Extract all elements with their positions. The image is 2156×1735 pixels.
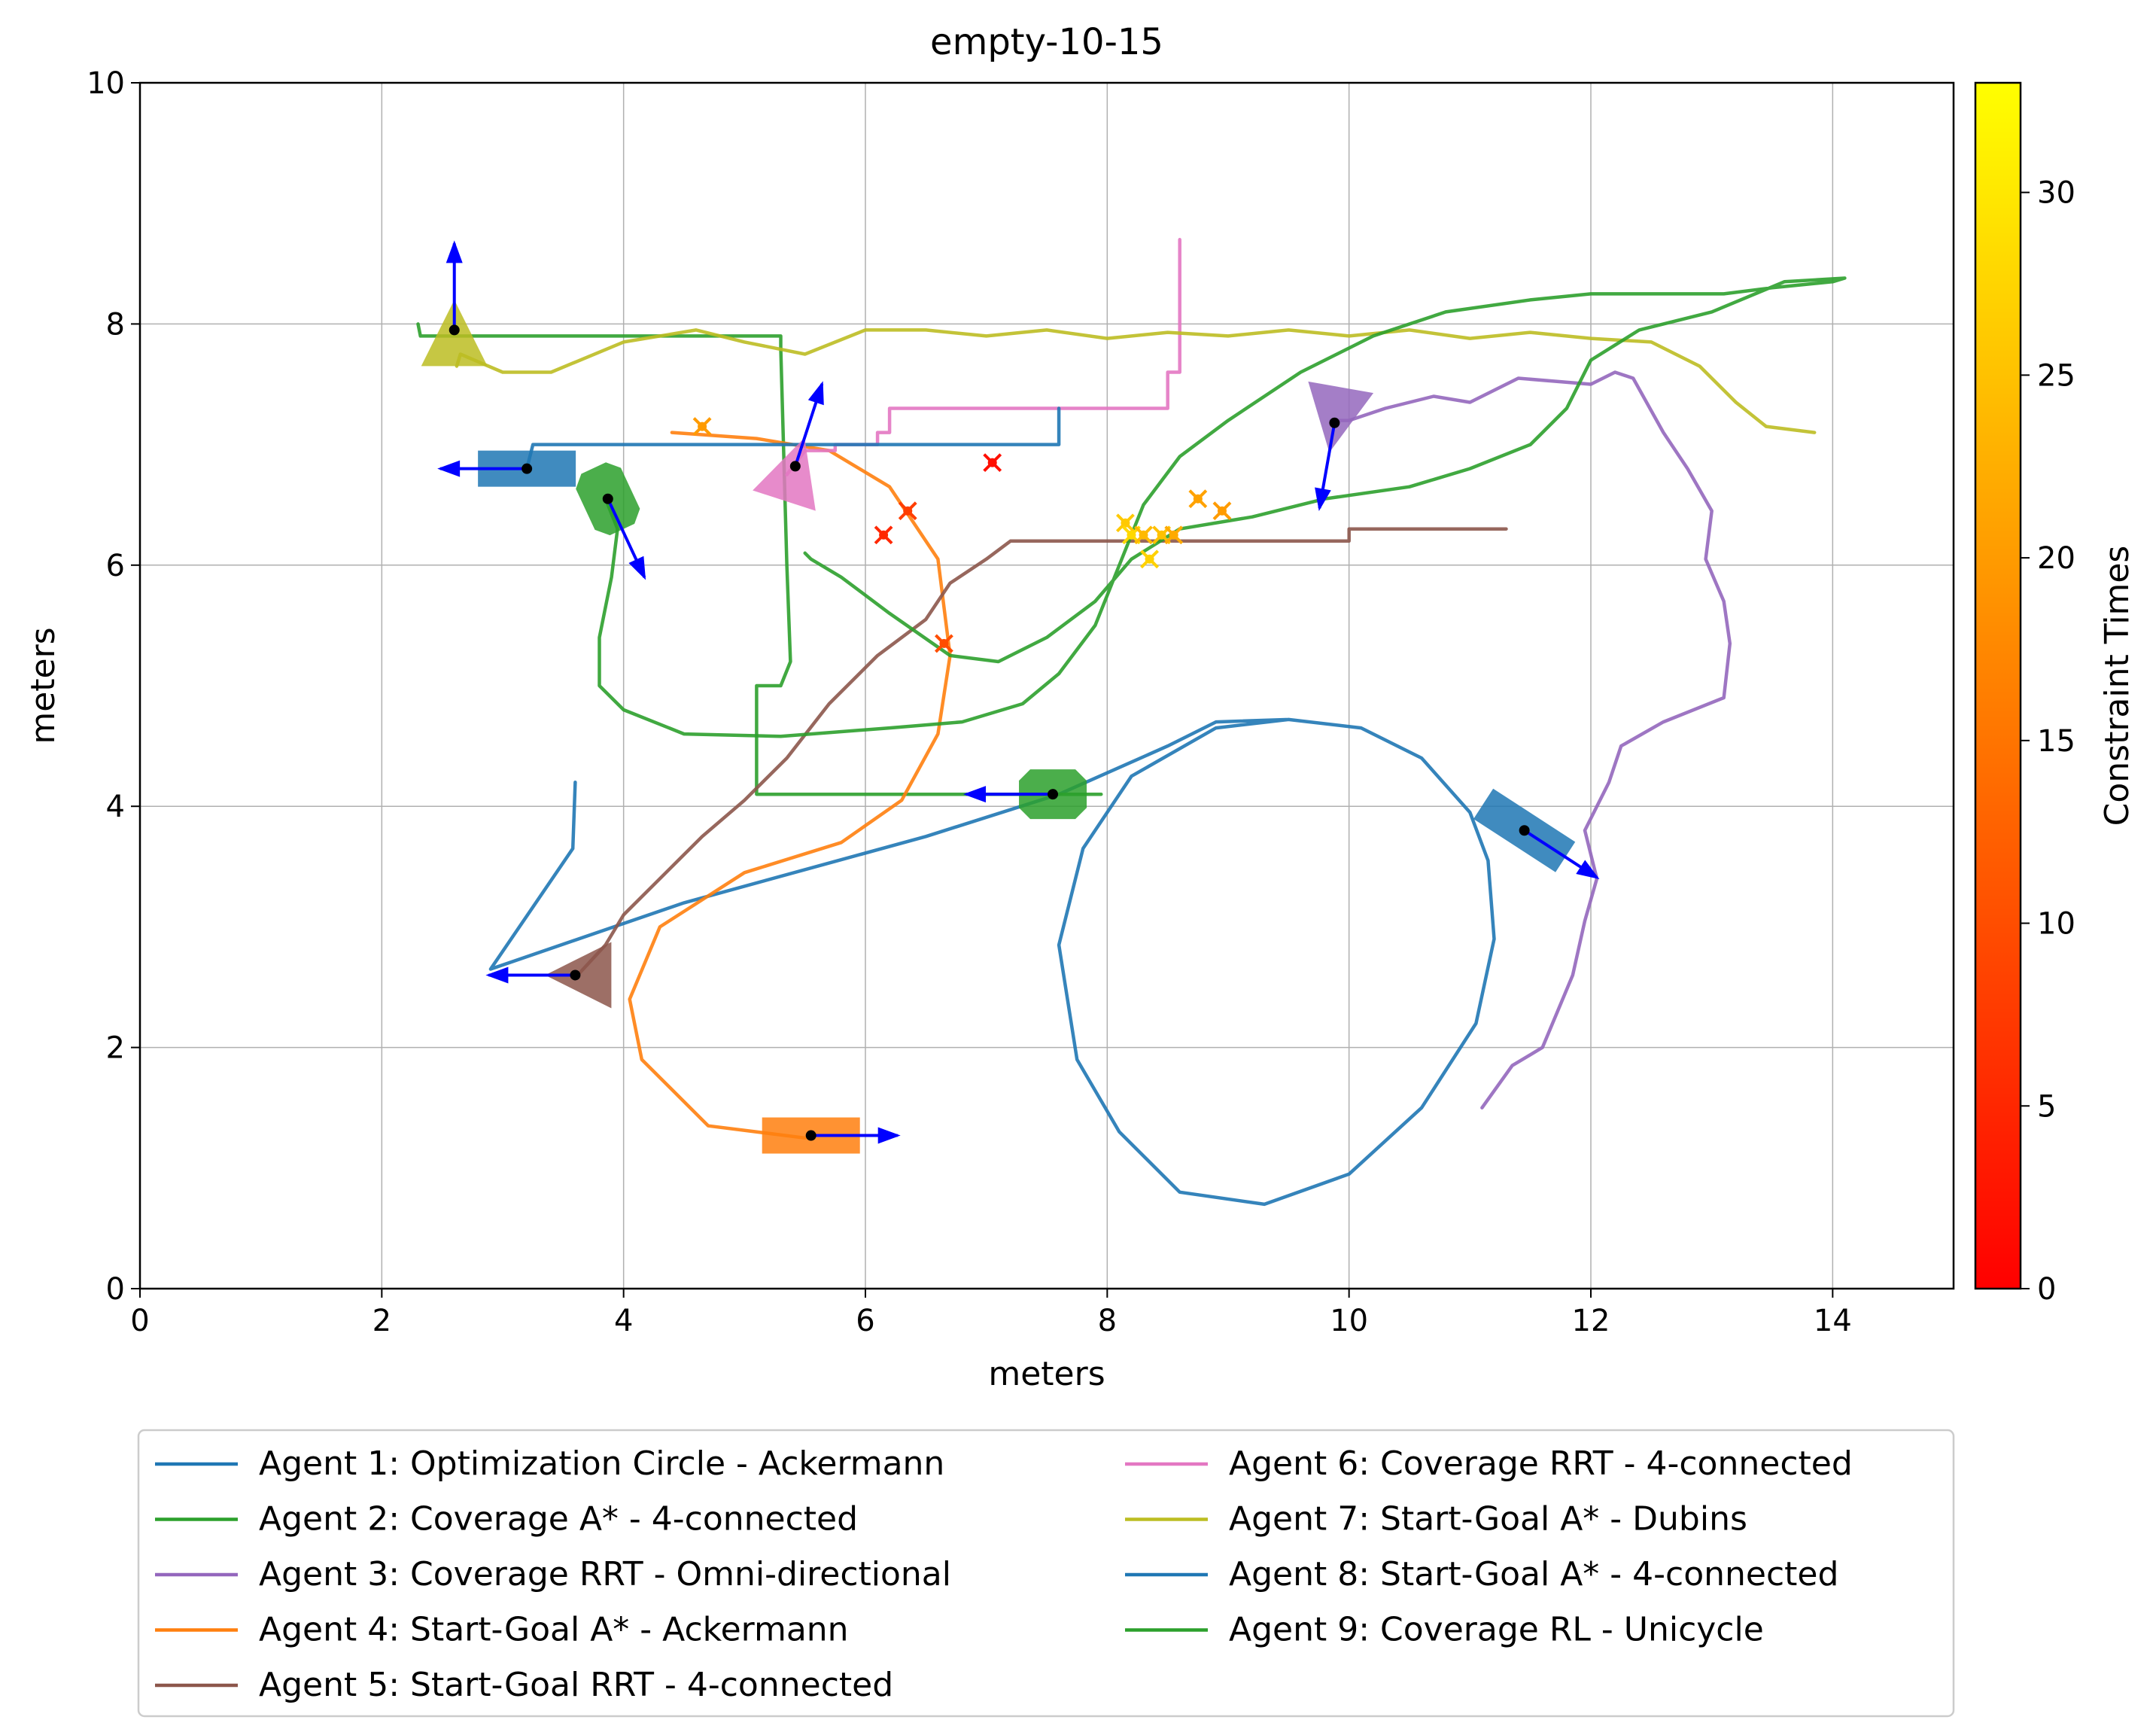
legend-item-agent-8: Agent 8: Start-Goal A* - 4-connected	[1125, 1555, 1838, 1593]
legend-label: Agent 1: Optimization Circle - Ackermann	[259, 1444, 944, 1483]
heading-arrowhead	[1576, 860, 1600, 880]
heading-arrowhead	[1315, 487, 1331, 511]
vehicle-position-dot	[522, 463, 533, 474]
legend-label: Agent 3: Coverage RRT - Omni-directional	[259, 1555, 951, 1593]
x-tick-label: 4	[614, 1304, 633, 1338]
constraint-marker	[1212, 501, 1232, 521]
y-axis-label: meters	[24, 627, 62, 744]
x-tick-label: 8	[1098, 1304, 1117, 1338]
legend-label: Agent 5: Start-Goal RRT - 4-connected	[259, 1666, 893, 1704]
y-tick-label: 4	[106, 790, 125, 824]
legend-item-agent-5: Agent 5: Start-Goal RRT - 4-connected	[155, 1666, 893, 1704]
vehicle-agent-8	[1473, 788, 1600, 880]
colorbar-label: Constraint Times	[2098, 546, 2136, 826]
legend-item-agent-1: Agent 1: Optimization Circle - Ackermann	[155, 1444, 944, 1483]
vehicle-agent-4	[762, 1117, 901, 1154]
series-line-agent-3	[1329, 370, 1732, 1109]
x-tick-label: 10	[1330, 1304, 1368, 1338]
vehicle-position-dot	[805, 1130, 816, 1141]
colorbar	[1974, 81, 2022, 1290]
x-tick-label: 6	[856, 1304, 874, 1338]
legend-item-agent-2: Agent 2: Coverage A* - 4-connected	[155, 1500, 858, 1539]
vehicle-agent-9	[576, 462, 646, 580]
constraint-marker	[1164, 525, 1184, 545]
colorbar-tick-label: 5	[2037, 1089, 2056, 1124]
series-line-agent-7	[455, 328, 1817, 434]
legend-label: Agent 6: Coverage RRT - 4-connected	[1229, 1444, 1853, 1483]
colorbar-tick-label: 25	[2037, 358, 2075, 393]
colorbar-tick-label: 10	[2037, 907, 2075, 942]
heading-arrowhead	[963, 786, 987, 803]
constraints-layer	[692, 417, 1232, 653]
y-tick-label: 10	[87, 66, 125, 101]
y-tick-label: 2	[106, 1031, 125, 1066]
vehicle-agent-7	[421, 240, 488, 367]
x-axis-label: meters	[988, 1355, 1105, 1393]
legend-box	[137, 1429, 1955, 1718]
legend-label: Agent 8: Start-Goal A* - 4-connected	[1229, 1555, 1838, 1593]
constraint-marker	[1134, 525, 1153, 545]
heading-arrowhead	[445, 240, 463, 263]
heading-arrowhead	[628, 556, 646, 580]
colorbar-tick-label: 20	[2037, 541, 2075, 576]
vehicle-position-dot	[1329, 417, 1340, 428]
vehicle-agent-2	[963, 769, 1087, 820]
colorbar-tick-label: 30	[2037, 176, 2075, 211]
chart-title: empty-10-15	[930, 21, 1163, 63]
series-line-agent-6	[785, 238, 1181, 476]
legend-label: Agent 7: Start-Goal A* - Dubins	[1229, 1500, 1747, 1539]
constraint-marker	[1188, 489, 1208, 509]
vehicle-position-dot	[449, 324, 460, 336]
vehicle-agent-6	[753, 381, 824, 511]
vehicle-position-dot	[570, 969, 581, 981]
x-tick-label: 0	[130, 1304, 149, 1338]
vehicle-position-dot	[602, 493, 613, 504]
series-line-agent-1	[488, 717, 1496, 1207]
colorbar-tick-label: 15	[2037, 724, 2075, 759]
axis-ticks: 0 2 4 6 8 10 12 14 0 2 4 6 8 10	[87, 66, 1852, 1338]
vehicle-position-dot	[1048, 789, 1059, 800]
vehicle-agent-1	[437, 450, 576, 487]
constraint-marker	[692, 417, 712, 436]
vehicle-position-dot	[1519, 825, 1530, 836]
series-layer	[416, 238, 1847, 1207]
y-tick-label: 8	[106, 307, 125, 342]
constraint-marker	[1116, 513, 1135, 533]
legend-item-agent-9: Agent 9: Coverage RL - Unicycle	[1125, 1611, 1764, 1649]
constraint-marker	[1140, 549, 1159, 569]
y-tick-label: 0	[106, 1272, 125, 1307]
vehicles-layer	[421, 240, 1600, 1154]
vehicle-position-dot	[789, 461, 801, 472]
legend: Agent 1: Optimization Circle - Ackermann…	[155, 1444, 1853, 1704]
x-tick-label: 14	[1814, 1304, 1852, 1338]
plot-frame	[138, 81, 1955, 1290]
heading-arrowhead	[877, 1127, 901, 1144]
series-line-agent-4	[628, 431, 952, 1140]
constraint-marker	[935, 634, 953, 653]
legend-item-agent-6: Agent 6: Coverage RRT - 4-connected	[1125, 1444, 1853, 1483]
legend-label: Agent 9: Coverage RL - Unicycle	[1229, 1611, 1764, 1649]
series-line-agent-2	[416, 322, 1103, 796]
x-tick-label: 2	[373, 1304, 391, 1338]
colorbar-tick-label: 0	[2037, 1272, 2056, 1307]
colorbar-ticks: 0 5 10 15 20 25 30	[2021, 176, 2075, 1307]
series-line-agent-9	[598, 276, 1847, 738]
constraint-marker	[983, 453, 1002, 473]
legend-label: Agent 2: Coverage A* - 4-connected	[259, 1500, 858, 1539]
heading-arrowhead	[485, 966, 509, 984]
legend-item-agent-4: Agent 4: Start-Goal A* - Ackermann	[155, 1611, 849, 1649]
legend-label: Agent 4: Start-Goal A* - Ackermann	[259, 1611, 849, 1649]
constraint-marker	[898, 501, 917, 521]
series-line-agent-5	[576, 527, 1508, 977]
y-tick-label: 6	[106, 549, 125, 583]
legend-item-agent-7: Agent 7: Start-Goal A* - Dubins	[1125, 1500, 1747, 1539]
constraint-marker	[874, 525, 893, 545]
vehicle-agent-3	[1308, 381, 1374, 511]
legend-item-agent-3: Agent 3: Coverage RRT - Omni-directional	[155, 1555, 951, 1593]
heading-arrowhead	[807, 381, 824, 406]
x-tick-label: 12	[1572, 1304, 1610, 1338]
heading-arrowhead	[437, 460, 461, 477]
vehicle-agent-5	[485, 942, 612, 1009]
